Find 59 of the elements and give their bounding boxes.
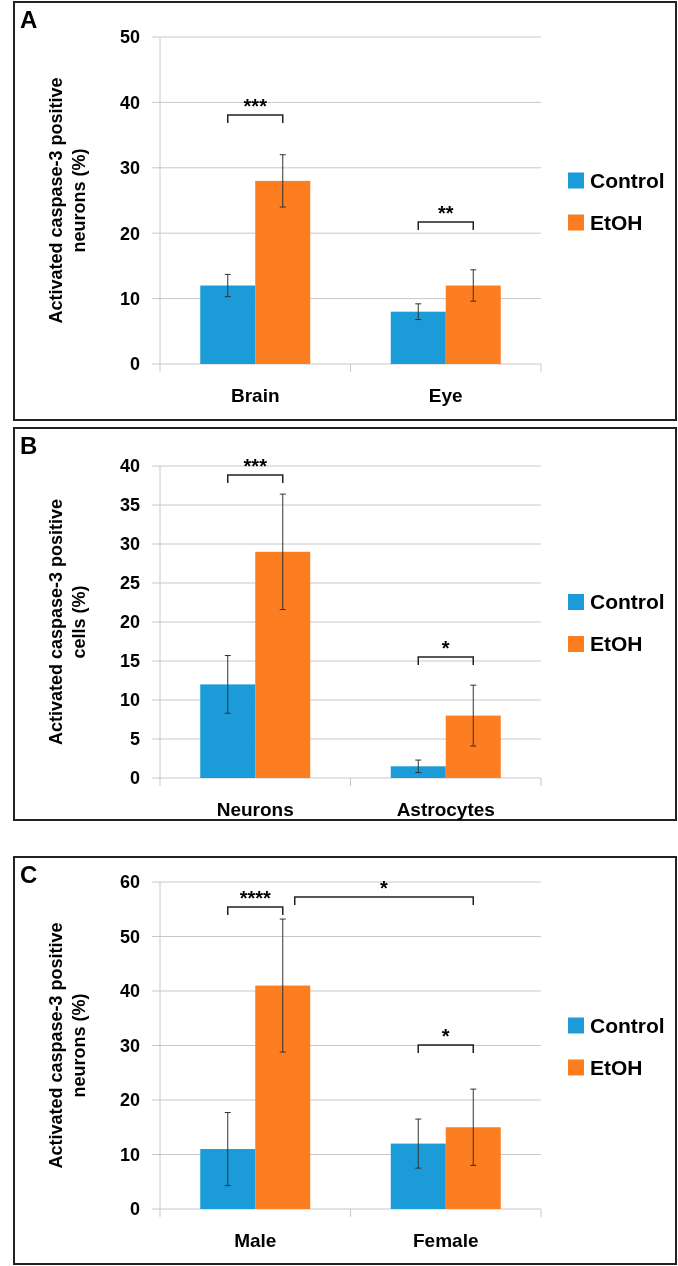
- y-tick-label: 25: [119, 573, 140, 594]
- annotation: *: [441, 637, 450, 659]
- y-tick-label: 35: [119, 495, 140, 516]
- y-tick-label: 30: [119, 1035, 140, 1056]
- legend-label: Control: [590, 1013, 665, 1037]
- y-tick-label: 50: [119, 926, 140, 947]
- annotation: *: [441, 1025, 450, 1047]
- y-axis-title: Activated caspase-3 positive neurons (%): [46, 77, 89, 324]
- y-axis-title: Activated caspase-3 positive neurons (%): [46, 922, 89, 1169]
- bar: [445, 285, 501, 364]
- y-tick-label: 20: [119, 612, 140, 633]
- x-tick-label: Astrocytes: [396, 799, 495, 820]
- y-tick-label: 0: [129, 354, 140, 375]
- annotation: *: [380, 877, 389, 899]
- x-tick-label: Female: [413, 1230, 479, 1251]
- y-tick-label: 40: [119, 981, 140, 1002]
- annotation: ****: [239, 887, 272, 909]
- bar: [255, 180, 311, 364]
- bar: [390, 766, 446, 778]
- y-tick-label: 10: [119, 690, 140, 711]
- chart-title: A: [20, 6, 38, 33]
- legend-label: Control: [590, 590, 665, 614]
- y-tick-label: 5: [129, 729, 140, 750]
- legend-label: Control: [590, 168, 665, 192]
- x-tick-label: Eye: [428, 385, 463, 406]
- bar: [200, 1149, 256, 1209]
- legend-label: EtOH: [590, 632, 643, 656]
- y-tick-label: 30: [119, 158, 140, 179]
- bar: [390, 311, 446, 364]
- bar: [390, 1143, 446, 1209]
- bar: [255, 985, 311, 1209]
- y-tick-label: 0: [129, 768, 140, 789]
- bar: [200, 684, 256, 778]
- y-tick-label: 40: [119, 456, 140, 477]
- annotation: ***: [243, 455, 268, 477]
- x-tick-label: Male: [234, 1230, 277, 1251]
- legend-label: EtOH: [590, 1055, 643, 1079]
- y-tick-label: 0: [129, 1199, 140, 1220]
- y-tick-label: 10: [119, 1144, 140, 1165]
- chart-title: B: [20, 432, 38, 459]
- y-tick-label: 60: [119, 872, 140, 893]
- y-tick-label: 15: [119, 651, 140, 672]
- y-tick-label: 40: [119, 92, 140, 113]
- y-tick-label: 20: [119, 1090, 140, 1111]
- chart-title: C: [20, 861, 38, 888]
- annotation: ***: [243, 95, 268, 117]
- y-tick-label: 50: [119, 27, 140, 48]
- x-tick-label: Neurons: [216, 799, 294, 820]
- bar: [445, 1127, 501, 1209]
- x-tick-label: Brain: [230, 385, 280, 406]
- legend-label: EtOH: [590, 210, 643, 234]
- y-tick-label: 30: [119, 534, 140, 555]
- y-tick-label: 10: [119, 288, 140, 309]
- bar: [200, 285, 256, 364]
- y-axis-title: Activated caspase-3 positive cells (%): [46, 498, 89, 746]
- y-tick-label: 20: [119, 223, 140, 244]
- annotation: **: [437, 202, 454, 224]
- bar: [445, 715, 501, 778]
- bar: [255, 551, 311, 778]
